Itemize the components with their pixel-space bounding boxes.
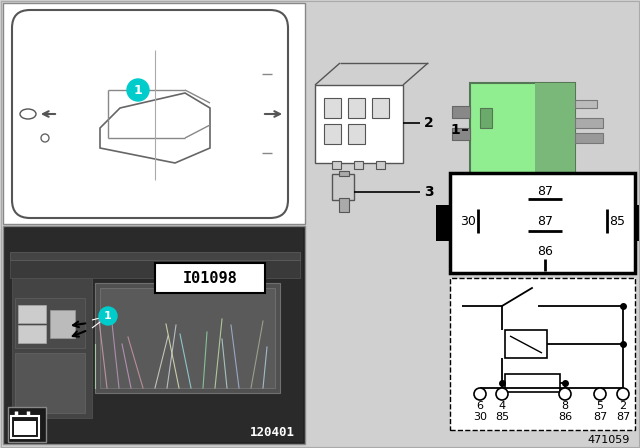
Bar (436, 205, 450, 241)
Bar (575, 118, 603, 128)
Bar (8, 407, 46, 442)
Bar (372, 98, 389, 118)
Text: 85: 85 (609, 215, 625, 228)
FancyBboxPatch shape (12, 10, 288, 218)
Text: 87: 87 (593, 412, 607, 422)
Bar (100, 288, 275, 388)
Text: 3: 3 (424, 185, 434, 199)
Text: 87: 87 (537, 215, 553, 228)
Bar (339, 198, 349, 212)
Bar (315, 85, 403, 163)
Bar (332, 174, 354, 200)
Bar (3, 226, 305, 444)
Text: 30: 30 (473, 412, 487, 422)
Bar (470, 83, 575, 178)
Bar (155, 263, 265, 293)
Bar (15, 353, 85, 413)
Bar (18, 325, 46, 343)
Circle shape (617, 388, 629, 400)
Text: 30: 30 (460, 215, 476, 228)
Text: 86: 86 (558, 412, 572, 422)
Bar (575, 133, 603, 143)
Bar (535, 83, 575, 178)
Text: 87: 87 (616, 412, 630, 422)
Circle shape (559, 388, 571, 400)
Bar (450, 173, 635, 273)
Bar (95, 283, 280, 393)
Bar (18, 305, 46, 323)
Bar (505, 374, 560, 392)
Bar (575, 100, 597, 108)
Bar (15, 298, 85, 348)
Circle shape (474, 388, 486, 400)
Text: 1: 1 (134, 83, 142, 96)
Bar (3, 3, 305, 224)
Text: 5: 5 (596, 401, 604, 411)
Text: 8: 8 (561, 401, 568, 411)
Text: 87: 87 (537, 185, 553, 198)
Bar (10, 252, 300, 260)
Bar (452, 106, 470, 118)
Circle shape (99, 307, 117, 325)
Bar (5, 228, 303, 442)
Circle shape (41, 134, 49, 142)
Ellipse shape (20, 109, 36, 119)
Bar (348, 98, 365, 118)
Polygon shape (100, 93, 210, 163)
Circle shape (127, 79, 149, 101)
Bar (14, 421, 36, 435)
Bar (452, 128, 470, 140)
Bar (10, 260, 300, 278)
Bar (348, 124, 365, 144)
Text: 120401: 120401 (250, 426, 294, 439)
Text: 2: 2 (620, 401, 627, 411)
Bar (324, 124, 341, 144)
Text: 85: 85 (495, 412, 509, 422)
Text: 4: 4 (499, 401, 506, 411)
Bar (339, 171, 349, 176)
Bar (354, 161, 363, 169)
Text: 471059: 471059 (588, 435, 630, 445)
Bar (50, 310, 75, 338)
Text: 1: 1 (104, 311, 112, 321)
Bar (635, 205, 640, 241)
Text: I01098: I01098 (182, 271, 237, 285)
Text: 6: 6 (477, 401, 483, 411)
Text: 86: 86 (537, 245, 553, 258)
Bar (12, 278, 92, 418)
Text: 1: 1 (451, 123, 460, 137)
Text: 2: 2 (424, 116, 434, 130)
Bar (505, 330, 547, 358)
Bar (450, 278, 635, 430)
Circle shape (594, 388, 606, 400)
Bar (11, 416, 39, 438)
Bar (376, 161, 385, 169)
Bar (480, 108, 492, 128)
Circle shape (496, 388, 508, 400)
Bar (332, 161, 341, 169)
Bar (324, 98, 341, 118)
